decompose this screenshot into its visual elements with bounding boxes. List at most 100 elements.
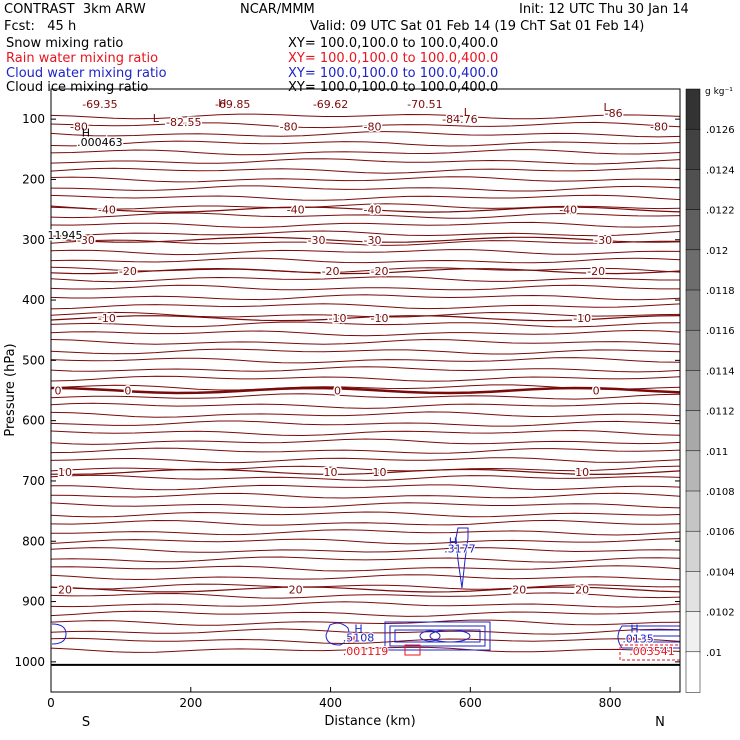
colorbar-tick-label: .012 (706, 246, 728, 257)
extreme-value-label: -69.62 (313, 98, 348, 111)
colorbar-segment (685, 571, 701, 613)
isotherm-line (50, 113, 681, 120)
colorbar-segment (685, 410, 701, 452)
high-low-marker: H (347, 633, 355, 646)
colorbar-tick-label: .0116 (706, 326, 735, 337)
colorbar-segment (685, 651, 701, 693)
cloud-water-contour (51, 623, 67, 645)
isotherm-line (50, 249, 681, 256)
isotherm-line (50, 185, 681, 192)
x-tick-label: 0 (47, 696, 55, 710)
isotherm-line (50, 447, 681, 454)
isotherm-line (50, 538, 681, 545)
isotherm-label: 10 (58, 466, 72, 479)
extreme-value-label: -69.85 (215, 98, 250, 111)
isotherm-label: 10 (372, 466, 386, 479)
isotherm-line-labeled (50, 315, 681, 322)
isotherm-line (50, 329, 681, 337)
y-tick-label: 600 (22, 414, 45, 428)
high-low-marker: H (218, 97, 226, 110)
colorbar-tick-label: .0126 (706, 125, 735, 136)
y-tick-label: 800 (22, 534, 45, 548)
isotherm-line-labeled (50, 386, 681, 395)
colorbar-tick-label: .0108 (706, 487, 735, 498)
extreme-value-label: -70.51 (407, 98, 442, 111)
isotherm-line (50, 221, 681, 228)
y-tick-label: 100 (22, 112, 45, 126)
high-low-marker: L (604, 101, 611, 114)
extreme-value-label: -80 (70, 120, 88, 133)
high-low-marker: H (449, 535, 457, 548)
isotherm-line (50, 429, 681, 437)
isotherm-label: -40 (287, 204, 305, 217)
isotherm-line (50, 194, 681, 201)
field-snow-name: Snow mixing ratio (6, 36, 124, 51)
isotherm-label: 20 (575, 583, 589, 596)
colorbar-tick-label: .011 (706, 447, 728, 458)
y-tick-label: 900 (22, 595, 45, 609)
org-label: NCAR/MMM (240, 2, 315, 17)
isotherm-line (50, 158, 681, 165)
cloud-water-contour (384, 621, 491, 651)
isotherm-label: -40 (559, 204, 577, 217)
isotherm-label: -20 (587, 265, 605, 278)
cloud-water-contour (640, 629, 680, 643)
isotherm-line (50, 167, 681, 174)
isotherm-line (50, 294, 681, 301)
colorbar-segment (685, 450, 701, 492)
extreme-value-label: -84.76 (442, 113, 477, 126)
cloud-value-label: .5108 (343, 632, 375, 645)
colorbar-segment (685, 88, 701, 130)
isotherm-line (50, 230, 681, 237)
isotherm-label: -30 (77, 234, 95, 247)
isotherm-line (50, 556, 681, 563)
isotherm-line (50, 276, 680, 283)
colorbar-tick-label: .0124 (706, 165, 735, 176)
colorbar-tick-label: .0122 (706, 206, 735, 217)
colorbar-segment (685, 611, 701, 653)
isotherm-label: 10 (575, 466, 589, 479)
high-low-marker: H (627, 632, 635, 645)
isotherm-line (50, 411, 681, 418)
south-label: S (82, 715, 90, 730)
colorbar-tick-label: .0118 (706, 286, 735, 297)
isotherm-label: -30 (364, 234, 382, 247)
extreme-value-label: .000463 (77, 136, 123, 149)
high-low-marker: L (153, 112, 160, 125)
isotherm-line (50, 257, 681, 264)
isotherm-label: -10 (329, 312, 347, 325)
isotherm-line (50, 465, 681, 472)
extreme-value-label: -80 (650, 120, 668, 133)
cloud-value-label: .001119 (343, 645, 389, 658)
isotherm-label: -10 (98, 312, 116, 325)
isotherm-line (50, 601, 681, 608)
x-tick-label: 400 (319, 696, 342, 710)
isotherm-label: -20 (370, 265, 388, 278)
cloud-water-contour (455, 527, 469, 589)
isotherm-line (50, 348, 681, 355)
isotherm-line (50, 646, 681, 653)
isotherm-label: -30 (594, 234, 612, 247)
isotherm-line (50, 420, 681, 427)
isotherm-line (50, 583, 681, 590)
isotherm-line-labeled (50, 267, 681, 275)
isotherm-label: 0 (124, 385, 131, 398)
isotherm-line (50, 140, 681, 147)
isotherm-line-labeled (50, 236, 681, 243)
colorbar-segment (685, 530, 701, 573)
colorbar-tick-label: .0106 (706, 527, 735, 538)
colorbar-tick-label: .0104 (706, 567, 735, 578)
isotherm-label: -20 (322, 265, 340, 278)
isotherm-line (50, 511, 681, 518)
isotherm-line (50, 321, 681, 328)
valid-label: Valid: 09 UTC Sat 01 Feb 14 (19 ChT Sat … (310, 19, 645, 34)
isotherm-line (50, 284, 680, 291)
forecast-label: Fcst: 45 h (4, 19, 77, 34)
isotherm-line (50, 303, 681, 310)
isotherm-line-labeled (50, 586, 681, 593)
isotherm-line (50, 637, 681, 645)
colorbar-tick-label: .0102 (706, 608, 735, 619)
x-tick-label: 200 (179, 696, 202, 710)
high-low-marker: H (82, 126, 90, 139)
